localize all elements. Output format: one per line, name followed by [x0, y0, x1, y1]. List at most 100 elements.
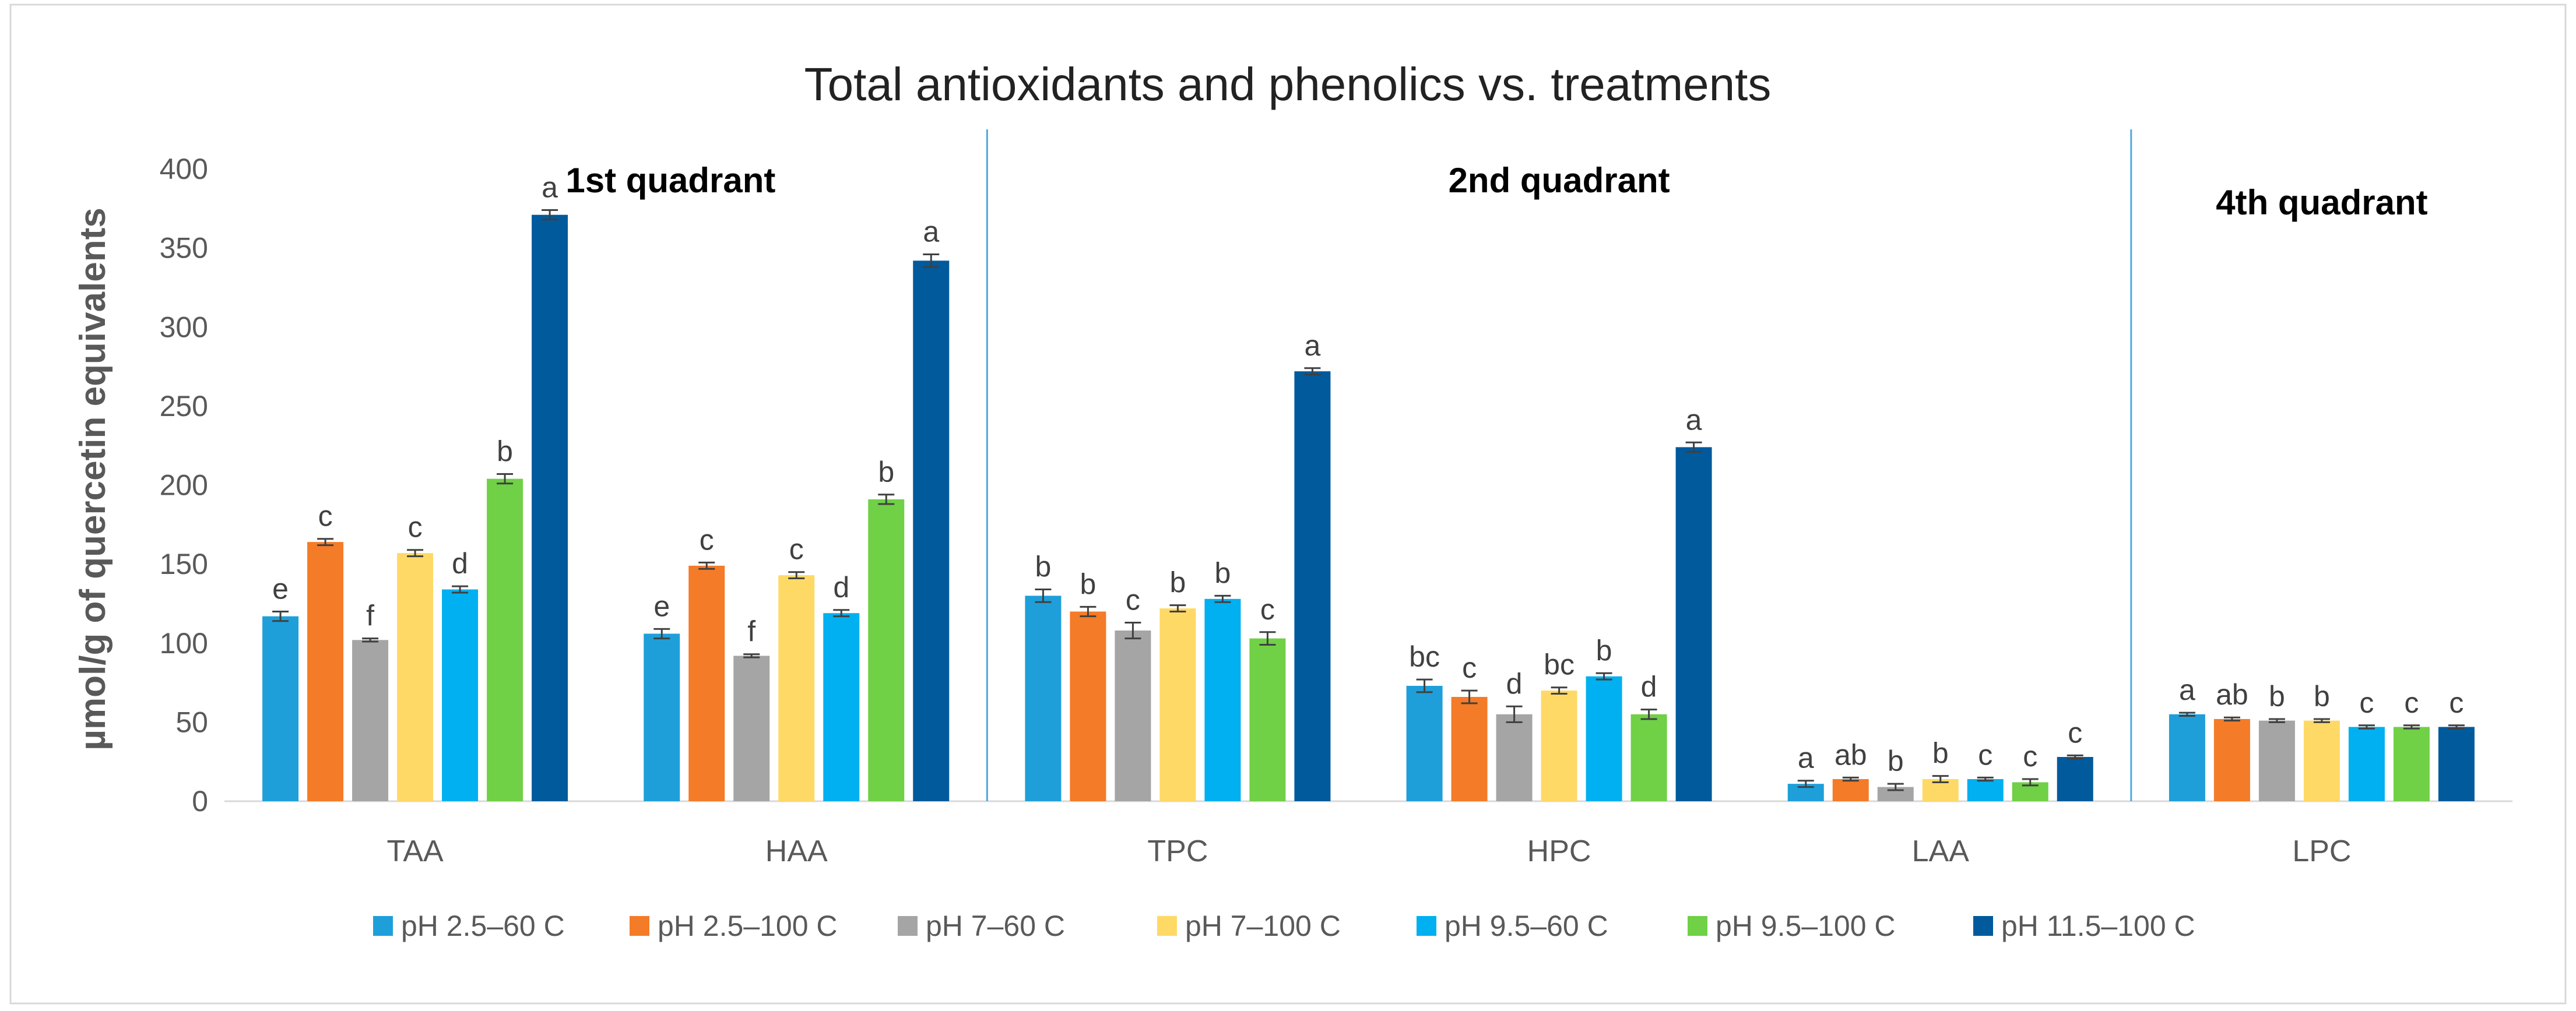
y-tick-label: 400 — [160, 153, 208, 185]
significance-letter: f — [747, 615, 755, 648]
significance-letter: c — [408, 511, 423, 544]
bar[interactable] — [1294, 371, 1331, 801]
bar[interactable] — [2348, 727, 2385, 801]
bar[interactable] — [1115, 630, 1151, 801]
legend-swatch[interactable] — [898, 916, 918, 936]
bar[interactable] — [352, 640, 389, 801]
x-tick-label: LPC — [2292, 834, 2351, 868]
bar[interactable] — [262, 616, 299, 801]
legend-swatch[interactable] — [1157, 916, 1177, 936]
bar[interactable] — [1159, 608, 1196, 801]
significance-letter: c — [2023, 740, 2037, 773]
significance-letter: c — [2449, 686, 2463, 719]
significance-letter: b — [1170, 566, 1186, 599]
bar[interactable] — [2213, 718, 2250, 801]
significance-letter: c — [2068, 716, 2082, 749]
legend-label[interactable]: pH 9.5–60 C — [1445, 910, 1608, 942]
legend-label[interactable]: pH 7–100 C — [1185, 910, 1341, 942]
significance-letter: b — [1035, 551, 1052, 583]
bar[interactable] — [2057, 757, 2093, 801]
legend-swatch[interactable] — [1417, 916, 1436, 936]
bar[interactable] — [1451, 696, 1488, 801]
bar[interactable] — [688, 565, 725, 801]
bar[interactable] — [2169, 714, 2205, 801]
bar[interactable] — [1832, 779, 1869, 801]
legend-swatch[interactable] — [630, 916, 649, 936]
bar[interactable] — [823, 613, 860, 801]
significance-letter: b — [1932, 737, 1949, 770]
y-tick-label: 150 — [160, 548, 208, 580]
x-tick-label: HPC — [1527, 834, 1591, 868]
bar[interactable] — [913, 260, 950, 801]
y-tick-label: 0 — [192, 785, 208, 818]
y-tick-label: 50 — [175, 706, 208, 738]
significance-letter: a — [923, 215, 939, 248]
bar[interactable] — [1630, 714, 1667, 801]
significance-letter: c — [700, 523, 714, 556]
quadrant-label: 2nd quadrant — [1449, 161, 1670, 200]
bar[interactable] — [644, 633, 680, 801]
legend-swatch[interactable] — [1688, 916, 1707, 936]
legend-swatch[interactable] — [1973, 916, 1993, 936]
chart-title: Total antioxidants and phenolics vs. tre… — [804, 58, 1772, 110]
bar[interactable] — [868, 499, 905, 801]
significance-letter: d — [452, 547, 468, 580]
significance-letter: bc — [1544, 649, 1575, 681]
quadrant-dividers — [986, 129, 2132, 801]
bar[interactable] — [1249, 638, 1286, 801]
bar[interactable] — [1586, 676, 1622, 801]
significance-letter: c — [2359, 686, 2374, 719]
significance-letter: d — [833, 571, 849, 604]
legend-swatch[interactable] — [373, 916, 393, 936]
bar[interactable] — [2303, 720, 2340, 801]
quadrant-label: 1st quadrant — [565, 161, 775, 200]
bar[interactable] — [1541, 691, 1577, 801]
y-tick-label: 250 — [160, 390, 208, 422]
bar[interactable] — [1496, 714, 1533, 801]
bar[interactable] — [1070, 611, 1106, 802]
x-tick-label: HAA — [765, 834, 828, 868]
bar[interactable] — [2393, 727, 2430, 801]
significance-letter: a — [1686, 403, 1702, 436]
quadrant-label: 4th quadrant — [2216, 183, 2427, 222]
legend-label[interactable]: pH 2.5–60 C — [401, 910, 565, 942]
significance-letter: a — [1305, 329, 1321, 362]
significance-letter: c — [318, 500, 333, 533]
significance-letter: b — [2314, 680, 2330, 713]
bar[interactable] — [442, 589, 479, 801]
y-axis-label: µmol/g of quercetin equivalents — [73, 207, 113, 750]
significance-letter: b — [2269, 680, 2285, 713]
significance-letter: d — [1641, 671, 1657, 703]
legend[interactable]: pH 2.5–60 C pH 2.5–100 C pH 7–60 C pH 7–100… — [373, 910, 2195, 942]
legend-label[interactable]: pH 9.5–100 C — [1716, 910, 1896, 942]
bar[interactable] — [1406, 685, 1443, 801]
significance-letter: e — [653, 590, 670, 622]
x-tick-label: LAA — [1912, 834, 1970, 868]
bar[interactable] — [397, 553, 434, 801]
legend-label[interactable]: pH 2.5–100 C — [658, 910, 838, 942]
bar[interactable] — [532, 214, 568, 802]
significance-letter: ab — [2216, 678, 2248, 711]
bar[interactable] — [1204, 598, 1241, 801]
bar[interactable] — [2438, 727, 2475, 801]
bar[interactable] — [1025, 596, 1062, 801]
significance-letter: c — [1978, 738, 1992, 771]
y-tick-label: 200 — [160, 469, 208, 502]
bar[interactable] — [2258, 720, 2295, 801]
bar[interactable] — [1675, 447, 1712, 801]
bar[interactable] — [778, 575, 815, 801]
significance-letter: b — [1215, 556, 1231, 589]
bar[interactable] — [487, 478, 523, 801]
bar[interactable] — [733, 656, 770, 801]
legend-label[interactable]: pH 11.5–100 C — [2001, 910, 2195, 942]
bar[interactable] — [307, 542, 344, 801]
significance-letter: c — [1126, 583, 1140, 616]
significance-letter: a — [542, 171, 558, 204]
bar[interactable] — [1967, 779, 2004, 801]
legend-label[interactable]: pH 7–60 C — [926, 910, 1065, 942]
y-tick-label: 350 — [160, 232, 208, 265]
significance-letter: b — [1080, 568, 1097, 600]
x-axis-category-labels: TAA HAA TPC HPC LAA LPC — [386, 834, 2351, 868]
